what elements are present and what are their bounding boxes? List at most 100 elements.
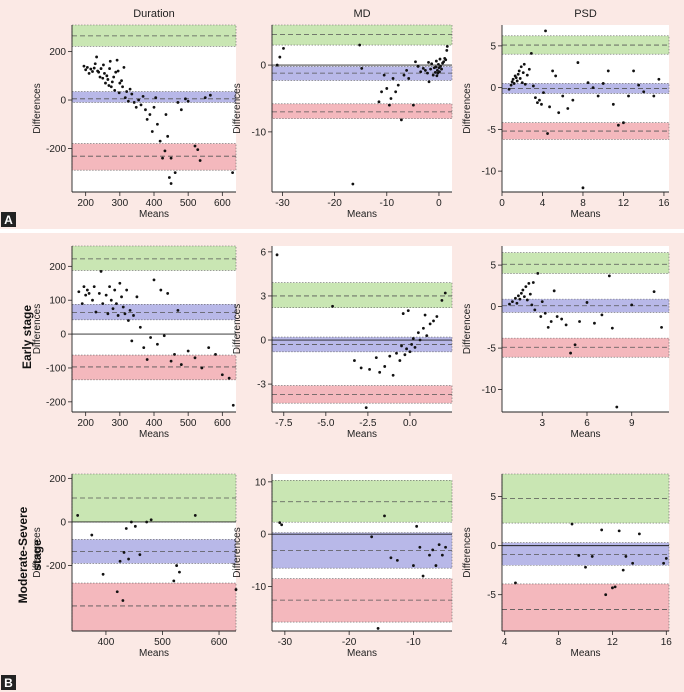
data-point [624,555,628,558]
data-point [124,527,128,530]
data-point [198,159,202,162]
data-point [444,545,447,549]
data-point [617,529,621,533]
y-tick-label: -200 [46,397,66,408]
data-point [133,524,137,528]
data-point [105,74,109,78]
y-tick-label: -10 [482,167,497,178]
data-point [442,60,446,64]
data-point [427,61,430,64]
y-tick-label: -200 [46,561,66,572]
data-point [435,315,439,318]
data-point [108,59,112,63]
data-point [120,295,123,299]
data-point [431,548,435,552]
data-point [622,121,625,125]
data-point [278,55,282,59]
row-label-moderate-severe-stage: Moderate-Severestage [16,506,44,603]
data-point [416,331,420,335]
data-point [382,73,386,77]
data-point [510,80,514,84]
data-point [415,524,419,528]
data-point [172,579,176,583]
data-point [551,69,555,73]
data-point [82,285,86,289]
y-axis-label: Differences [232,527,243,577]
data-point [121,599,125,602]
data-point [118,81,122,85]
data-point [405,347,408,351]
data-point [543,311,547,315]
data-point [596,94,600,98]
data-point [130,92,134,96]
data-point [411,103,415,107]
x-tick-label: -20 [342,637,357,648]
data-point [407,77,411,80]
data-point [169,156,173,160]
data-point [515,79,519,83]
data-point [139,103,143,107]
upper-loa-band [271,479,453,523]
data-point [101,572,105,576]
data-point [98,75,102,79]
data-point [511,300,514,304]
data-point [433,71,437,74]
data-point [435,74,439,78]
upper-loa-band [501,252,670,274]
x-tick-label: 600 [214,198,231,209]
data-point [107,84,111,87]
x-axis-label: Means [570,648,600,659]
chart-A-duration: 200 300 400 500 600 -200 0 200 Means Differences D… [32,8,237,220]
data-point [385,87,389,90]
data-point [437,63,440,66]
y-axis-label: Differences [462,83,473,133]
x-axis-label: Means [347,429,377,440]
data-point [113,288,117,292]
chart-B-mod-duration: 400 500 600 -200 0 200 Means Differences [32,473,238,659]
data-point [445,44,449,48]
data-point [549,320,553,323]
data-point [145,117,149,121]
panel-label-a-box [1,212,16,227]
x-tick-label: 16 [658,198,670,209]
data-point [138,553,142,557]
y-tick-label: -3 [257,380,266,391]
data-point [87,292,91,295]
x-axis-label: Means [347,209,377,220]
data-point [528,292,532,296]
data-point [434,59,438,63]
data-point [196,148,200,152]
data-point [600,313,604,317]
data-point [438,57,442,61]
data-point [152,105,156,109]
data-point [523,82,527,86]
data-point [557,111,561,115]
x-tick-label: 8 [580,198,586,209]
data-point [613,585,617,589]
data-point [438,70,441,74]
data-point [113,88,117,92]
data-point [391,373,395,377]
data-point [280,523,284,527]
y-tick-label: -10 [482,385,497,396]
data-point [162,334,166,338]
data-point [109,298,113,302]
x-tick-label: -7.5 [275,418,293,429]
data-point [435,69,439,72]
data-point [234,588,238,591]
data-point [128,308,132,312]
data-point [514,581,517,585]
data-point [104,81,107,85]
chart-A-psd: 0 4 8 12 16 -10 -5 0 5 Means Differences PSD [462,8,670,220]
x-axis-label: Means [570,429,600,440]
data-point [123,312,127,316]
data-point [200,366,204,370]
lower-loa-band [271,103,453,119]
data-point [103,72,106,75]
data-point [591,86,595,90]
data-point [132,101,136,104]
data-point [423,69,427,72]
data-point [109,85,113,89]
data-point [148,113,152,116]
